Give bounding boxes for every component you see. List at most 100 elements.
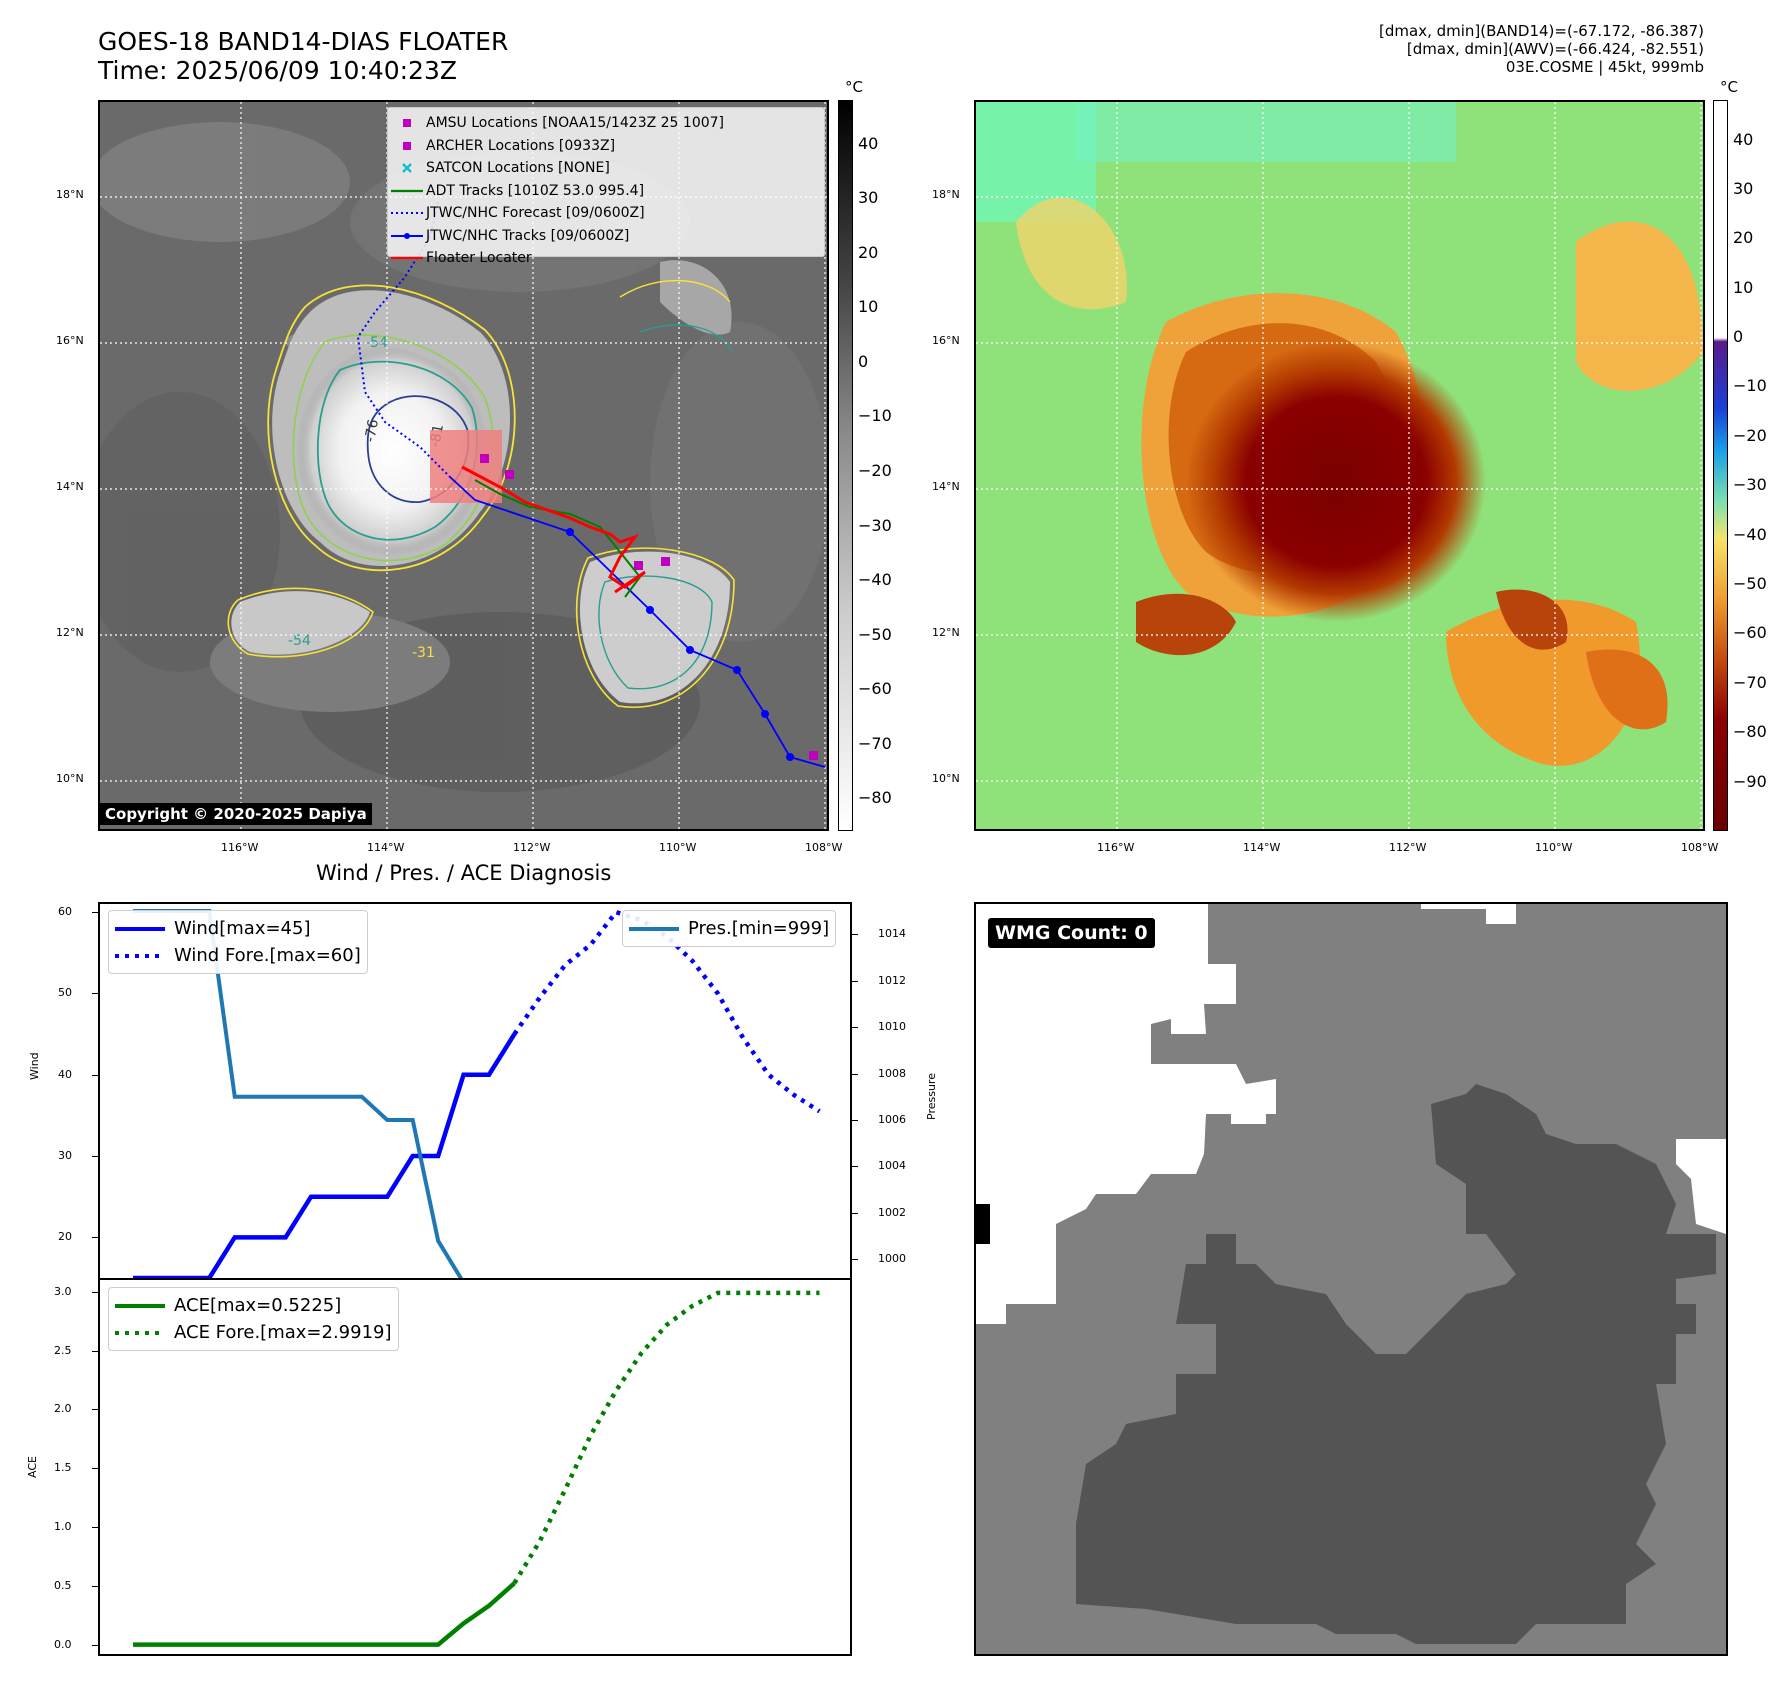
ace-tick <box>92 1350 98 1352</box>
wmg-dark-area <box>1076 1084 1716 1644</box>
wind-tick <box>92 1156 98 1158</box>
pressure-tick-label: 1000 <box>878 1252 906 1266</box>
legend-label: ARCHER Locations [0933Z] <box>426 137 616 154</box>
awv-colorbar-tick: −30 <box>1733 475 1767 495</box>
gray-colorbar-tick: 10 <box>858 297 879 317</box>
awv-colorbar-tick: −10 <box>1733 376 1767 396</box>
wind-line <box>133 1032 517 1278</box>
wind-legend: Wind[max=45] Wind Fore.[max=60] <box>108 910 368 974</box>
awv-colorbar-tick: −90 <box>1733 771 1767 791</box>
wmg-image <box>976 904 1726 1654</box>
pressure-tick-label: 1006 <box>878 1113 906 1127</box>
awv-colorbar-unit: °C <box>1720 78 1738 96</box>
wind-legend-label: Wind[max=45] <box>174 918 311 939</box>
ace-tick-label: 1.5 <box>54 1461 72 1475</box>
lat-label: 14°N <box>56 480 84 493</box>
gray-colorbar-tick: 40 <box>858 133 879 153</box>
x-marker-icon <box>388 162 426 174</box>
legend-label: Floater Locater <box>426 250 532 267</box>
line-marker-icon <box>388 188 426 194</box>
ace-tick-label: 3.0 <box>54 1284 72 1298</box>
lat-label: 14°N <box>932 480 960 493</box>
gray-colorbar-tick: 30 <box>858 188 879 208</box>
pres-legend-label: Pres.[min=999] <box>688 918 830 939</box>
awv-colorbar-tick: 0 <box>1733 327 1744 347</box>
awv-colorbar-tick: −50 <box>1733 574 1767 594</box>
gray-colorbar <box>838 100 853 831</box>
legend-item: JTWC/NHC Forecast [09/0600Z] <box>388 202 824 225</box>
legend-item: SATCON Locations [NONE] <box>388 157 824 180</box>
pressure-tick <box>852 1259 858 1261</box>
gray-colorbar-tick: −10 <box>858 406 892 426</box>
stats-line-3: 03E.COSME | 45kt, 999mb <box>1505 58 1704 76</box>
ace-tick <box>92 1585 98 1587</box>
ace-axis-title: ACE <box>26 1456 39 1478</box>
legend-label: ADT Tracks [1010Z 53.0 995.4] <box>426 182 645 199</box>
gray-colorbar-tick: −30 <box>858 515 892 535</box>
gray-colorbar-tick: −50 <box>858 624 892 644</box>
title-line-2: Time: 2025/06/09 10:40:23Z <box>98 56 457 85</box>
wind-tick-label: 30 <box>58 1149 72 1163</box>
wind-axis-title: Wind <box>28 1052 41 1080</box>
pressure-tick <box>852 1120 858 1122</box>
gray-colorbar-tick: −80 <box>858 788 892 808</box>
pressure-tick <box>852 980 858 982</box>
lon-label: 108°W <box>805 841 843 854</box>
stats-header: [dmax, dmin](BAND14)=(-67.172, -86.387) … <box>1379 22 1704 76</box>
contour-label-1: -76 <box>362 418 382 443</box>
wind-tick <box>92 993 98 995</box>
ace-forecast-line <box>512 1290 820 1585</box>
square-marker-icon <box>388 117 426 129</box>
lon-label: 116°W <box>221 841 259 854</box>
lat-label: 12°N <box>56 626 84 639</box>
stats-line-1: [dmax, dmin](BAND14)=(-67.172, -86.387) <box>1379 22 1704 40</box>
ace-tick <box>92 1409 98 1411</box>
lon-label: 114°W <box>1243 841 1281 854</box>
pressure-tick <box>852 1212 858 1214</box>
awv-colorbar-tick: 40 <box>1733 129 1754 149</box>
wind-tick <box>92 1237 98 1239</box>
awv-colorbar <box>1713 100 1728 831</box>
awv-colorbar-tick: −40 <box>1733 524 1767 544</box>
awv-colorbar-tick: −20 <box>1733 425 1767 445</box>
wind-tick <box>92 1074 98 1076</box>
ace-tick-label: 2.0 <box>54 1402 72 1416</box>
ace-chart <box>133 1290 820 1647</box>
lat-label: 18°N <box>932 188 960 201</box>
lon-label: 110°W <box>1535 841 1573 854</box>
lon-label: 112°W <box>1389 841 1427 854</box>
ace-fore-legend-label: ACE Fore.[max=2.9919] <box>174 1322 392 1343</box>
stats-line-2: [dmax, dmin](AWV)=(-66.424, -82.551) <box>1406 40 1704 58</box>
map-legend: AMSU Locations [NOAA15/1423Z 25 1007] ARC… <box>387 107 825 266</box>
best-track-points <box>566 528 794 761</box>
ace-line <box>133 1581 516 1647</box>
pressure-tick-label: 1004 <box>878 1159 906 1173</box>
wmg-white-area <box>976 904 1276 1324</box>
archer-points <box>480 454 818 760</box>
awv-colorbar-tick: −60 <box>1733 623 1767 643</box>
awv-colorbar-tick: 30 <box>1733 178 1754 198</box>
gray-colorbar-tick: 0 <box>858 351 869 371</box>
storm-cdo <box>296 344 488 557</box>
contour-teal <box>316 360 478 541</box>
ace-tick-label: 0.0 <box>54 1637 72 1651</box>
legend-label: JTWC/NHC Forecast [09/0600Z] <box>426 205 645 222</box>
adt-track <box>474 479 642 598</box>
gray-colorbar-unit: °C <box>845 78 863 96</box>
contour-yellow <box>267 284 516 572</box>
ace-tick <box>92 1644 98 1646</box>
wind-tick-label: 60 <box>58 905 72 919</box>
wind-tick-label: 40 <box>58 1067 72 1081</box>
gray-colorbar-tick: 20 <box>858 242 879 262</box>
pressure-tick-label: 1014 <box>878 927 906 941</box>
gray-colorbar-tick: −70 <box>858 733 892 753</box>
diagnosis-title: Wind / Pres. / ACE Diagnosis <box>316 861 612 885</box>
wind-fore-legend-label: Wind Fore.[max=60] <box>174 945 361 966</box>
pressure-tick-label: 1012 <box>878 973 906 987</box>
ace-legend-label: ACE[max=0.5225] <box>174 1295 342 1316</box>
ace-tick-label: 1.0 <box>54 1519 72 1533</box>
rain-band-west <box>231 591 370 655</box>
line-marker-icon <box>388 210 426 216</box>
lon-label: 110°W <box>659 841 697 854</box>
ace-panel <box>98 1278 852 1656</box>
